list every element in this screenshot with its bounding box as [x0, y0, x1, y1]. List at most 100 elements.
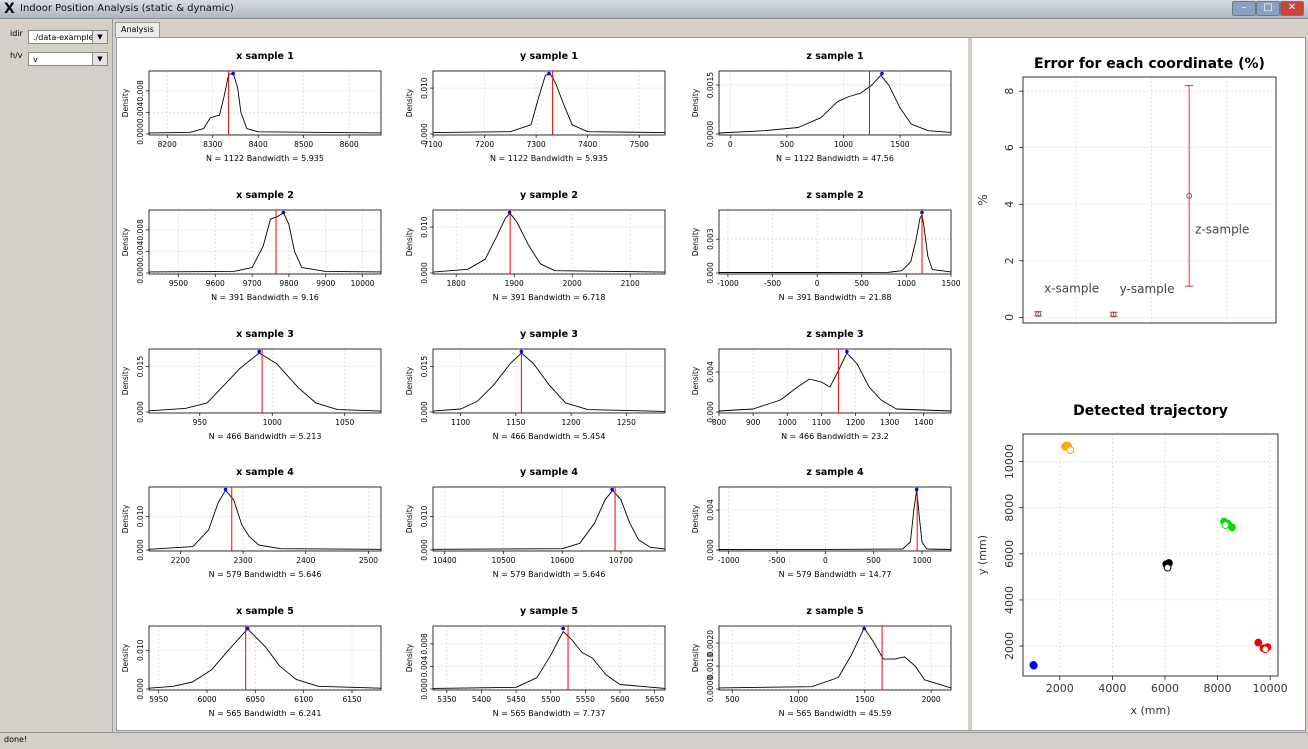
peak-marker — [231, 71, 235, 76]
y-tick-label: 0.0010 — [706, 653, 715, 679]
x-tick-label: 7300 — [527, 140, 546, 149]
y-tick-label: 0.000 — [420, 401, 429, 423]
hv-select[interactable]: v ▼ — [28, 52, 108, 66]
density-curve — [718, 489, 952, 550]
y-tick-label: 2 — [1003, 257, 1016, 264]
x-axis-label: N = 391 Bandwidth = 6.718 — [493, 293, 606, 302]
x-tick-label: 1250 — [617, 418, 636, 427]
pane-splitter[interactable] — [968, 38, 972, 730]
maximize-button[interactable]: □ — [1256, 1, 1280, 16]
x-tick-label: 9900 — [316, 279, 335, 288]
x-tick-label: 10700 — [609, 556, 633, 565]
peak-marker — [920, 210, 924, 215]
tab-analysis[interactable]: Analysis — [115, 22, 160, 37]
plot-title: z sample 3 — [806, 329, 863, 340]
x-tick-label: 2000 — [563, 279, 582, 288]
x-axis-label: N = 579 Bandwidth = 14.77 — [779, 570, 892, 579]
plot-frame — [718, 348, 952, 414]
x-tick-label: 900 — [746, 418, 761, 427]
x-tick-label: 6150 — [342, 695, 361, 704]
minimize-button[interactable]: – — [1232, 1, 1256, 16]
x-tick-label: 8600 — [340, 140, 359, 149]
x-tick-label: 1000 — [263, 418, 282, 427]
peak-marker — [914, 487, 919, 492]
x-tick-label: 1150 — [506, 418, 525, 427]
peak-marker — [257, 349, 261, 354]
density-plot-7: x sample 3 950 1000 1050 0.000 0.015 Density N … — [121, 329, 382, 441]
plot-frame — [432, 625, 666, 691]
close-button[interactable]: ✕ — [1280, 1, 1304, 16]
x-tick-label: 1200 — [846, 418, 865, 427]
density-curve — [718, 352, 952, 412]
y-tick-label: 0.010 — [420, 506, 429, 528]
x-tick-label: -500 — [764, 279, 781, 288]
idir-label: idir — [10, 29, 23, 38]
x-tick-label: 1100 — [451, 418, 470, 427]
control-panel: idir ./data-example ▼ h/v v ▼ — [0, 19, 113, 732]
x-tick-label: 0 — [728, 140, 733, 149]
error-chart-svg: Error for each coordinate (%) 0 2 4 6 8% x-sam… — [976, 56, 1277, 324]
x-tick-label: 6000 — [1151, 682, 1179, 695]
density-curve — [719, 213, 952, 273]
y-axis-label: Density — [691, 227, 700, 256]
density-plot-1: x sample 1 8200 8300 8400 8500 8600 0.0000.004… — [121, 51, 382, 163]
idir-select[interactable]: ./data-example ▼ — [28, 30, 108, 44]
trajectory-point — [1029, 661, 1038, 670]
y-tick-label: 0.010 — [420, 77, 429, 99]
trajectory-point — [1261, 645, 1270, 654]
x-tick-label: 1000 — [912, 556, 931, 565]
trajectory-point — [1163, 563, 1172, 572]
density-curve — [148, 212, 382, 273]
x-tick-label: 7100 — [423, 140, 442, 149]
plot-title: x sample 1 — [236, 51, 294, 62]
chevron-down-icon[interactable]: ▼ — [92, 31, 107, 43]
x-tick-label: 5450 — [507, 695, 526, 704]
density-plot-3: z sample 1 0 500 1000 1500 0.0000 0.0015 Densit… — [691, 51, 952, 163]
trajectory-point — [1228, 523, 1236, 532]
y-tick-label: 0.004 — [706, 499, 715, 521]
plot-frame — [148, 486, 382, 552]
x-tick-label: 2000 — [1046, 682, 1074, 695]
density-plot-6: z sample 2 -1000 -500 0 500 1000 1500 0.000 0.00… — [691, 190, 961, 302]
y-axis-label: % — [976, 194, 990, 205]
x-tick-label: 500 — [855, 279, 870, 288]
density-curve — [432, 73, 666, 134]
x-tick-label: 10500 — [492, 556, 516, 565]
plot-frame — [718, 70, 952, 136]
density-plot-2: y sample 1 7100 7200 7300 7400 7500 0.000 0.010… — [405, 51, 666, 163]
density-curve — [432, 631, 666, 689]
x-tick-label: 5400 — [472, 695, 491, 704]
y-tick-label: 0.004 — [706, 361, 715, 383]
x-axis-label: N = 466 Bandwidth = 5.213 — [209, 432, 322, 441]
peak-marker — [507, 210, 512, 215]
status-text: done! — [4, 735, 28, 744]
y-tick-label: 8 — [1003, 88, 1016, 95]
density-curve — [148, 628, 382, 689]
trajectory-chart: Detected trajectory 2000 4000 6000 8000 10000… — [976, 403, 1288, 717]
plot-frame — [718, 209, 952, 275]
y-tick-label: 0.010 — [136, 639, 145, 661]
density-plot-14: y sample 5 5350 5400 5450 5500 5550 5600 5650 0.… — [405, 606, 666, 718]
x-tick-label: 1100 — [812, 418, 831, 427]
plot-title: x sample 4 — [236, 467, 294, 478]
peak-marker — [223, 487, 228, 492]
density-curve — [148, 72, 382, 134]
y-tick-label: 6 — [1003, 144, 1016, 151]
trajectory-chart-svg: Detected trajectory 2000 4000 6000 8000 10000… — [976, 403, 1288, 717]
y-axis-label: Density — [121, 88, 130, 117]
x-axis-label: N = 565 Bandwidth = 7.737 — [493, 709, 606, 718]
plot-title: y sample 3 — [520, 329, 578, 340]
x-tick-label: 2500 — [359, 556, 378, 565]
x-tick-label: -500 — [768, 556, 785, 565]
x-tick-label: 800 — [712, 418, 727, 427]
x-tick-label: 1500 — [941, 279, 960, 288]
y-axis-label: Density — [405, 643, 414, 672]
plot-frame — [718, 625, 952, 691]
chevron-down-icon[interactable]: ▼ — [92, 53, 107, 65]
x-tick-label: 0 — [823, 556, 828, 565]
y-tick-label: 4000 — [1003, 586, 1016, 614]
x-tick-label: 1500 — [891, 140, 910, 149]
y-axis-label: Density — [405, 366, 414, 395]
error-point — [1186, 192, 1193, 199]
y-tick-label: 0.000 — [706, 539, 715, 561]
